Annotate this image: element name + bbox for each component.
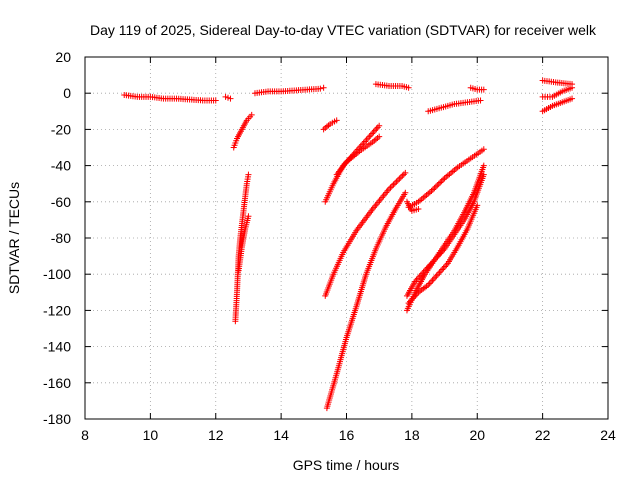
data-point — [393, 178, 400, 185]
y-tick-label: 20 — [55, 49, 71, 65]
x-axis-label: GPS time / hours — [293, 457, 400, 473]
data-point — [394, 177, 401, 184]
x-tick-label: 24 — [600, 427, 616, 443]
data-point — [474, 202, 481, 209]
data-point — [480, 171, 487, 178]
y-tick-label: -160 — [43, 375, 71, 391]
data-point — [480, 146, 487, 153]
data-point — [402, 189, 409, 196]
data-point — [385, 186, 392, 193]
y-tick-label: -120 — [43, 302, 71, 318]
data-point — [437, 179, 444, 186]
x-tick-label: 8 — [81, 427, 89, 443]
data-point — [387, 184, 394, 191]
x-tick-label: 14 — [273, 427, 289, 443]
data-point — [376, 122, 383, 129]
tick-labels: 8 10 12 14 16 18 20 22 24 20 0 -20 -40 -60 -80 -100 -120… — [43, 49, 616, 443]
x-tick-label: 16 — [339, 427, 355, 443]
data-point — [333, 117, 340, 124]
data-point — [429, 186, 436, 193]
y-tick-label: -180 — [43, 411, 71, 427]
data-point — [415, 206, 422, 213]
data-point — [317, 85, 324, 92]
y-tick-label: -100 — [43, 266, 71, 282]
data-point — [320, 84, 327, 91]
data-point — [477, 97, 484, 104]
data-point — [435, 180, 442, 187]
y-tick-label: 0 — [63, 85, 71, 101]
data-point — [480, 162, 487, 169]
data-points — [121, 77, 576, 412]
data-point — [480, 86, 487, 93]
x-tick-label: 20 — [469, 427, 485, 443]
data-point — [245, 171, 252, 178]
x-tick-label: 12 — [208, 427, 224, 443]
data-point — [391, 180, 398, 187]
data-point — [390, 181, 397, 188]
data-point — [227, 95, 234, 102]
data-point — [376, 133, 383, 140]
data-point — [402, 169, 409, 176]
data-point — [438, 178, 445, 185]
y-tick-label: -40 — [51, 158, 71, 174]
data-point — [248, 111, 255, 118]
x-tick-label: 10 — [143, 427, 159, 443]
data-point — [428, 187, 435, 194]
data-point — [440, 176, 447, 183]
data-point — [432, 183, 439, 190]
x-tick-label: 18 — [404, 427, 420, 443]
y-tick-label: -80 — [51, 230, 71, 246]
data-point — [569, 84, 576, 91]
data-point — [388, 183, 395, 190]
grid-lines — [85, 57, 608, 419]
data-point — [400, 171, 407, 178]
x-tick-label: 22 — [535, 427, 551, 443]
data-point — [431, 185, 438, 192]
data-point — [212, 97, 219, 104]
data-point — [405, 84, 412, 91]
chart-title: Day 119 of 2025, Sidereal Day-to-day VTE… — [90, 22, 597, 38]
data-point — [399, 172, 406, 179]
data-point — [397, 174, 404, 181]
y-tick-label: -140 — [43, 339, 71, 355]
y-tick-label: -20 — [51, 121, 71, 137]
data-point — [434, 182, 441, 189]
y-axis-label: SDTVAR / TECUs — [6, 182, 22, 294]
data-point — [396, 175, 403, 182]
plot-border — [84, 56, 609, 420]
y-tick-label: -60 — [51, 194, 71, 210]
data-point — [245, 213, 252, 220]
data-point — [569, 95, 576, 102]
